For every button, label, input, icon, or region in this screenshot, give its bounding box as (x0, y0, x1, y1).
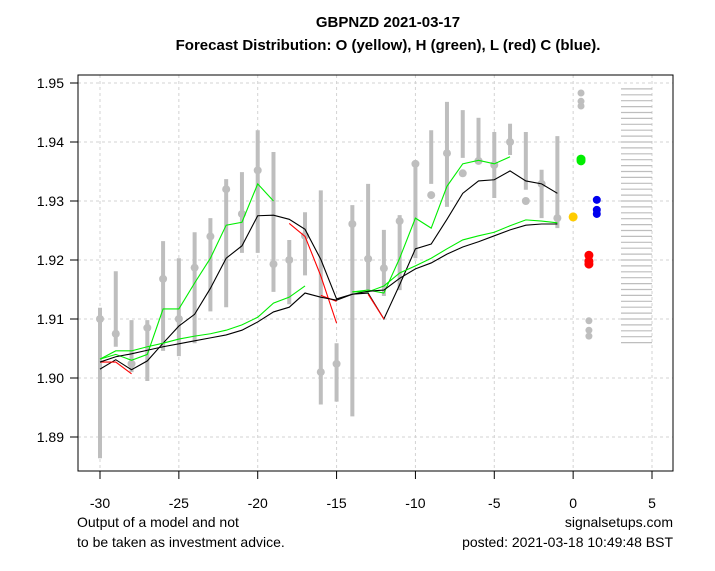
forecast-lower-extremes-dot (585, 332, 593, 340)
history-close-dot (206, 232, 215, 241)
forecast-lower-extremes-dot (585, 317, 593, 325)
history-close-dot (285, 256, 294, 264)
series-slow-ma-high (99, 285, 306, 360)
history-close-dot (442, 149, 451, 158)
ma-lines (99, 156, 558, 375)
history-close-dot (174, 315, 183, 323)
y-tick-label: 1.89 (37, 429, 64, 445)
x-tick-label: -20 (248, 495, 268, 511)
forecast-high-dot (576, 156, 586, 166)
history-close-dot (159, 274, 168, 283)
y-tick-label: 1.94 (37, 134, 64, 150)
history-close-dot (521, 197, 530, 205)
disclaimer-line1: Output of a model and not (77, 514, 239, 530)
grid-lines (78, 75, 673, 471)
history-close-dot (316, 368, 325, 377)
history-close-dot (348, 220, 357, 229)
chart-title: GBPNZD 2021-03-17 (316, 14, 460, 31)
x-tick-label: 5 (648, 495, 656, 511)
forecast-close-dot (592, 195, 601, 204)
forecast-open-dot (568, 212, 578, 222)
y-tick-label: 1.95 (37, 75, 64, 91)
series-fast-ma-low-4 (367, 293, 385, 320)
forecast-close-dot (592, 209, 601, 218)
series-fast-ma-low-2 (288, 222, 338, 324)
forecast-upper-extremes-dot (577, 102, 585, 110)
forecast-points (568, 89, 601, 340)
history-close-dot (506, 138, 515, 146)
history-close-dot (395, 217, 404, 226)
series-slow-ma-close (99, 223, 558, 363)
series-fast-ma-low (100, 361, 132, 375)
y-tick-label: 1.93 (37, 193, 64, 209)
history-close-dot (427, 191, 436, 200)
x-tick-label: 0 (569, 495, 577, 511)
history-close-dot (190, 263, 199, 272)
history-close-dot (553, 214, 562, 223)
history-close-dot (458, 169, 467, 178)
site-link[interactable]: signalsetups.com (565, 514, 673, 530)
y-tick-label: 1.91 (37, 311, 64, 327)
x-tick-label: -5 (488, 495, 501, 511)
series-slow-ma-high-2 (352, 219, 558, 293)
forecast-lower-extremes-dot (585, 326, 593, 334)
history-close-dot (379, 264, 388, 273)
x-tick-label: -15 (326, 495, 346, 511)
history-close-dot (253, 166, 262, 175)
forecast-low-dot (584, 259, 594, 269)
x-tick-label: -25 (169, 495, 189, 511)
series-fast-ma-high (99, 182, 274, 361)
series-fast-ma-close (99, 170, 558, 371)
history-close-dot (332, 359, 341, 368)
history-close-dot (411, 159, 420, 168)
history-close-dot (474, 156, 483, 165)
y-tick-label: 1.92 (37, 252, 64, 268)
disclaimer-line2: to be taken as investment advice. (77, 534, 285, 550)
y-axis: 1.89 1.90 1.91 1.92 1.93 1.94 1.95 (37, 75, 78, 445)
y-tick-label: 1.90 (37, 370, 64, 386)
history-close-dot (269, 260, 278, 269)
history-close-dot (111, 329, 120, 338)
history-close-dot (364, 254, 373, 263)
posted-timestamp: posted: 2021-03-18 10:49:48 BST (462, 534, 673, 550)
x-tick-label: -30 (90, 495, 110, 511)
history-close-dot (127, 359, 136, 368)
distribution-levels (621, 88, 652, 344)
chart-subtitle: Forecast Distribution: O (yellow), H (gr… (176, 37, 601, 54)
series-fast-ma-high-2 (352, 156, 511, 294)
plot-frame (77, 74, 674, 472)
x-tick-label: -10 (405, 495, 425, 511)
history-close-dot (222, 185, 231, 194)
x-axis: -30 -25 -20 -15 -10 -5 0 5 (90, 471, 656, 511)
history-close-dot (143, 323, 152, 332)
history-bars (96, 101, 562, 459)
history-close-dot (96, 315, 104, 323)
forecast-upper-extremes-dot (577, 89, 585, 97)
